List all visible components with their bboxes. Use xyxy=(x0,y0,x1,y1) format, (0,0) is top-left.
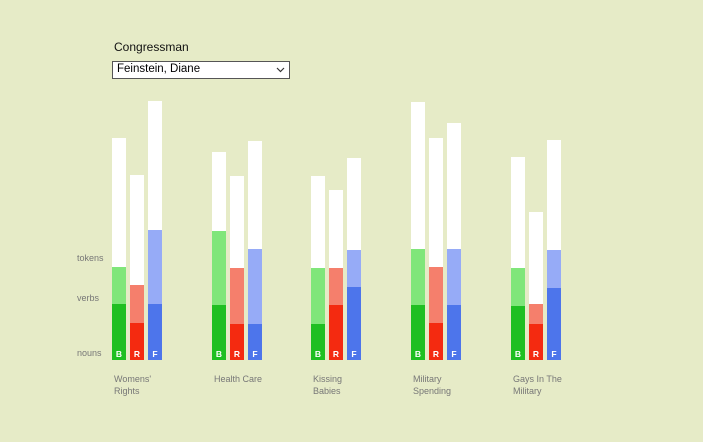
group-label-4-1: Military xyxy=(513,386,542,396)
bar-0-B-verbs xyxy=(112,267,126,304)
bar-3-R-tokens xyxy=(429,138,443,267)
bar-0-F-tokens xyxy=(148,101,162,230)
bar-3-B-nouns xyxy=(411,305,425,360)
group-label-4-0: Gays In The xyxy=(513,374,562,384)
bar-0-R-verbs xyxy=(130,285,144,323)
bar-4-R-nouns xyxy=(529,324,543,360)
bar-4-R-verbs xyxy=(529,304,543,324)
bar-0-F-nouns xyxy=(148,304,162,360)
bar-2-F-nouns xyxy=(347,287,361,360)
bar-1-R-tokens xyxy=(230,176,244,268)
congressman-select-value: Feinstein, Diane xyxy=(117,63,201,75)
bar-letter-3-B: B xyxy=(415,349,421,359)
row-label-verbs: verbs xyxy=(77,293,100,303)
congressman-select[interactable]: Feinstein, Diane xyxy=(112,61,290,79)
chevron-down-icon xyxy=(276,65,285,77)
bar-2-B-tokens xyxy=(311,176,325,268)
bar-1-B-nouns xyxy=(212,305,226,360)
bar-letter-1-B: B xyxy=(216,349,222,359)
bar-3-B-verbs xyxy=(411,249,425,305)
bar-letter-4-F: F xyxy=(551,349,556,359)
bar-2-R-verbs xyxy=(329,268,343,305)
bar-letter-3-R: R xyxy=(433,349,439,359)
bar-1-R-nouns xyxy=(230,324,244,360)
bar-0-F-verbs xyxy=(148,230,162,304)
bar-0-R-tokens xyxy=(130,175,144,285)
bar-4-F-verbs xyxy=(547,250,561,288)
bar-letter-2-R: R xyxy=(333,349,339,359)
bar-4-F-nouns xyxy=(547,288,561,360)
group-label-3-0: Military xyxy=(413,374,442,384)
bar-1-B-verbs xyxy=(212,231,226,305)
bar-0-B-tokens xyxy=(112,138,126,267)
group-label-2-1: Babies xyxy=(313,386,341,396)
bar-2-R-nouns xyxy=(329,305,343,360)
bar-0-R-nouns xyxy=(130,323,144,360)
bar-1-F-verbs xyxy=(248,249,262,324)
bar-3-R-verbs xyxy=(429,267,443,323)
bar-4-F-tokens xyxy=(547,140,561,250)
bar-3-F-verbs xyxy=(447,249,461,305)
bar-2-B-verbs xyxy=(311,268,325,324)
bar-letter-1-F: F xyxy=(252,349,257,359)
bar-letter-0-F: F xyxy=(152,349,157,359)
group-label-1-0: Health Care xyxy=(214,374,262,384)
bar-letter-0-B: B xyxy=(116,349,122,359)
bar-1-F-tokens xyxy=(248,141,262,249)
bar-3-R-nouns xyxy=(429,323,443,360)
bar-letter-4-R: R xyxy=(533,349,539,359)
group-label-0-1: Rights xyxy=(114,386,140,396)
bar-2-F-tokens xyxy=(347,158,361,250)
bar-1-F-nouns xyxy=(248,324,262,360)
bar-1-R-verbs xyxy=(230,268,244,324)
row-label-tokens: tokens xyxy=(77,253,104,263)
bar-4-B-nouns xyxy=(511,306,525,360)
row-label-nouns: nouns xyxy=(77,348,102,358)
bar-2-F-verbs xyxy=(347,250,361,287)
selector-label: Congressman xyxy=(114,40,189,54)
bar-3-B-tokens xyxy=(411,102,425,249)
bar-letter-4-B: B xyxy=(515,349,521,359)
bar-0-B-nouns xyxy=(112,304,126,360)
bar-letter-2-F: F xyxy=(351,349,356,359)
bar-2-R-tokens xyxy=(329,190,343,268)
group-label-0-0: Womens' xyxy=(114,374,151,384)
bar-3-F-tokens xyxy=(447,123,461,249)
bar-4-B-verbs xyxy=(511,268,525,306)
bar-4-B-tokens xyxy=(511,157,525,268)
bar-letter-2-B: B xyxy=(315,349,321,359)
bar-2-B-nouns xyxy=(311,324,325,360)
bar-4-R-tokens xyxy=(529,212,543,304)
bar-letter-0-R: R xyxy=(134,349,140,359)
bar-3-F-nouns xyxy=(447,305,461,360)
bar-letter-1-R: R xyxy=(234,349,240,359)
group-label-2-0: Kissing xyxy=(313,374,342,384)
bar-letter-3-F: F xyxy=(451,349,456,359)
group-label-3-1: Spending xyxy=(413,386,451,396)
bar-1-B-tokens xyxy=(212,152,226,231)
